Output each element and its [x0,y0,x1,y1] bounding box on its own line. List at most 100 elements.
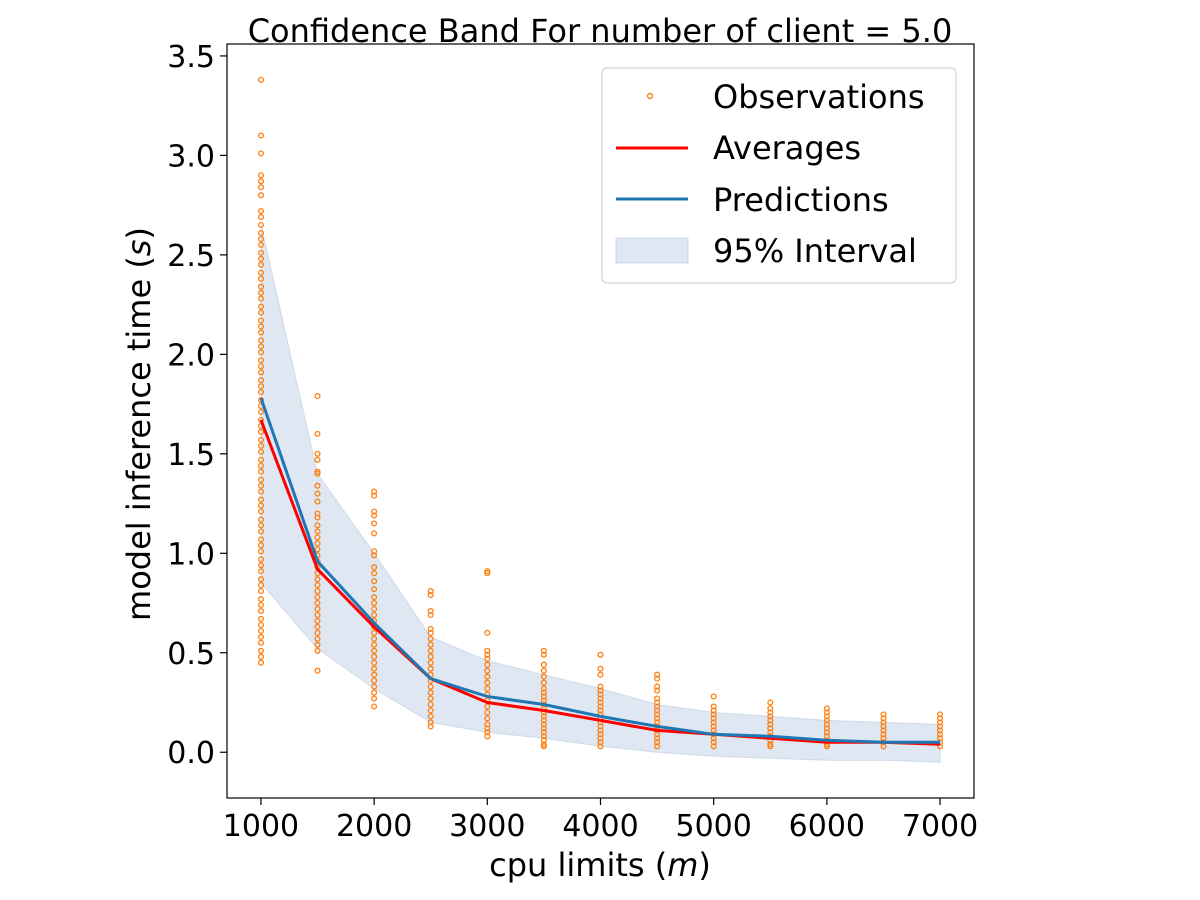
observation-point [427,719,434,726]
observation-point [371,508,378,515]
observation-point [257,363,265,370]
observation-point [257,653,265,660]
observation-point [597,743,604,750]
observation-point [257,192,265,199]
observation-point [880,727,887,734]
observation-point [597,723,604,730]
observation-point [257,508,265,515]
legend-observations-label: Observations [713,78,925,116]
observation-point [540,721,547,728]
observation-point [257,621,265,628]
observation-point [427,701,434,708]
observation-point [371,578,378,585]
observation-point [371,689,378,696]
observation-point [257,576,265,583]
predictions-line [259,397,940,744]
observation-point [597,691,604,698]
observation-point [371,677,378,684]
observation-point [257,377,265,384]
observation-point [823,709,830,716]
observation-point [936,731,944,738]
observation-point [823,725,830,732]
observation-point [371,570,378,577]
observation-point [257,548,265,555]
y-tick-label: 0.0 [167,736,215,771]
observation-point [257,172,265,179]
observation-point [823,721,830,728]
x-tick-label: 3000 [449,809,525,844]
observation-point [540,725,547,732]
observation-point [540,713,547,720]
observation-point [880,723,887,730]
observation-point [257,303,265,310]
observation-point [654,695,661,702]
legend-averages-label: Averages [713,129,861,167]
observation-point [484,568,491,575]
observation-point [823,717,830,724]
observation-point [314,393,321,400]
observation-point [767,709,774,716]
observation-point [767,713,774,720]
observation-point [257,639,265,646]
observation-point [936,711,944,718]
y-tick-label: 1.5 [167,438,215,473]
observation-point [654,743,661,750]
observation-point [257,659,265,666]
observation-point [654,671,661,678]
observation-point [257,502,265,509]
observation-point [257,588,265,595]
observation-point [823,713,830,720]
observation-point [371,512,378,519]
observation-point [767,705,774,712]
observation-point [314,498,321,505]
observation-point [314,546,321,553]
observation-point [654,707,661,714]
observation-point [314,540,321,547]
observation-point [257,76,265,83]
observation-point [371,635,378,642]
observation-point [314,629,321,636]
observation-point [257,329,265,336]
observation-point [597,731,604,738]
observation-point [540,729,547,736]
observation-point [257,428,265,435]
observation-point [257,208,265,215]
observation-point [484,647,491,654]
observation-point [484,570,491,577]
observation-point [767,743,774,750]
observation-point [540,693,547,700]
observation-point [257,275,265,282]
observation-point [767,699,774,706]
observation-point [314,623,321,630]
observation-point [767,741,774,748]
observation-point [257,556,265,563]
observation-point [427,629,434,636]
observation-point [257,289,265,296]
observation-point [540,741,547,748]
observation-point [371,629,378,636]
observation-point [257,317,265,324]
observation-point [257,456,265,463]
observation-point [257,132,265,139]
observation-point [710,715,717,722]
legend-box [601,67,957,284]
observation-point [710,719,717,726]
observation-point [540,685,547,692]
observation-point [257,476,265,483]
observation-point [823,729,830,736]
observation-point [371,647,378,654]
observation-point [484,733,491,740]
observation-point [371,641,378,648]
observation-point [427,713,434,720]
observation-point [257,582,265,589]
legend-predictions-label: Predictions [713,181,889,219]
observation-point [427,625,434,632]
observation-point [540,689,547,696]
observation-point [314,617,321,624]
observation-point [371,599,378,607]
observation-point [484,673,491,680]
observation-point [936,715,944,722]
observation-point [710,703,717,710]
observation-point [314,514,321,521]
observation-point [484,679,491,686]
